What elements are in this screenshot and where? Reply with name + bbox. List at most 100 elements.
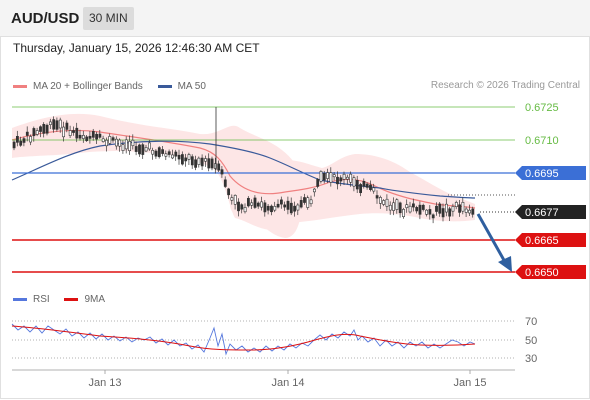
rsi-tick-70: 70 bbox=[525, 316, 537, 328]
candle-body bbox=[441, 208, 445, 218]
candle-body bbox=[227, 188, 231, 196]
legend-ma50: MA 50 bbox=[157, 81, 206, 92]
candle-body bbox=[243, 207, 247, 213]
candle-body bbox=[98, 133, 102, 138]
candle-body bbox=[402, 209, 405, 217]
candle-body bbox=[276, 203, 280, 208]
candle-body bbox=[359, 184, 363, 194]
symbol-title: AUD/USD bbox=[11, 10, 80, 27]
candle-body bbox=[319, 171, 323, 182]
candle-body bbox=[342, 173, 346, 180]
candle-body bbox=[464, 208, 468, 213]
candle-body bbox=[194, 159, 198, 168]
research-credit: Research © 2026 Trading Central bbox=[430, 80, 580, 91]
candle-body bbox=[382, 200, 386, 205]
candle-body bbox=[336, 176, 339, 185]
candle-body bbox=[435, 205, 438, 212]
candle-body bbox=[458, 204, 462, 213]
candle-body bbox=[161, 149, 165, 154]
forecast-arrow bbox=[476, 213, 507, 263]
candle-body bbox=[260, 201, 264, 208]
candle-body bbox=[217, 163, 221, 171]
candle-body bbox=[392, 202, 396, 211]
ma50-swatch bbox=[157, 85, 172, 88]
candle-body bbox=[316, 178, 320, 187]
candle-body bbox=[448, 208, 452, 217]
price-label-0-6665: 0.6665 bbox=[515, 233, 586, 247]
candle-body bbox=[42, 124, 46, 134]
candle-body bbox=[438, 203, 442, 214]
chart-legend: MA 20 + Bollinger Bands MA 50 bbox=[13, 80, 218, 94]
legend-rsi: RSI bbox=[13, 294, 50, 305]
candle-body bbox=[62, 126, 66, 138]
candle-body bbox=[12, 141, 16, 149]
legend-bollinger: MA 20 + Bollinger Bands bbox=[13, 81, 143, 92]
candle-body bbox=[167, 151, 171, 155]
candle-body bbox=[306, 197, 310, 208]
candle-body bbox=[151, 150, 155, 155]
candle-body bbox=[88, 135, 92, 139]
candle-body bbox=[362, 180, 366, 187]
candle-body bbox=[451, 206, 455, 212]
candle-body bbox=[415, 207, 419, 212]
candle-body bbox=[293, 205, 297, 212]
rsi-swatch bbox=[13, 298, 27, 301]
candle-body bbox=[345, 176, 349, 180]
bollinger-middle-line bbox=[11, 129, 476, 209]
bollinger-swatch bbox=[13, 85, 27, 88]
candle-body bbox=[181, 154, 184, 165]
candle-body bbox=[418, 204, 422, 215]
candle-body bbox=[154, 150, 158, 157]
candle-body bbox=[425, 209, 429, 215]
candle-body bbox=[197, 157, 201, 165]
candle-body bbox=[29, 136, 33, 143]
candle-body bbox=[385, 198, 389, 207]
candle-body bbox=[250, 202, 254, 206]
price-label-0-6710: 0.6710 bbox=[525, 135, 559, 147]
candle-body bbox=[223, 179, 227, 187]
x-tick-jan15: Jan 15 bbox=[453, 377, 486, 389]
candle-body bbox=[237, 201, 240, 212]
candlestick-series bbox=[12, 107, 475, 224]
legend-ma50-label: MA 50 bbox=[177, 81, 206, 92]
candle-body bbox=[339, 177, 343, 182]
timeframe-badge[interactable]: 30 MIN bbox=[83, 7, 134, 30]
candle-body bbox=[378, 197, 382, 204]
candle-body bbox=[15, 135, 19, 143]
candle-body bbox=[299, 200, 303, 208]
candle-body bbox=[200, 157, 204, 167]
candle-body bbox=[309, 199, 313, 205]
candle-body bbox=[121, 144, 125, 151]
candle-body bbox=[164, 153, 168, 157]
candle-body bbox=[286, 200, 290, 210]
price-label-0-6725: 0.6725 bbox=[525, 102, 559, 114]
price-label-text: 0.6650 bbox=[525, 267, 559, 279]
candle-body bbox=[395, 199, 399, 210]
rsi-ma-swatch bbox=[64, 298, 79, 301]
candle-body bbox=[157, 147, 161, 158]
rsi-tick-50: 50 bbox=[525, 335, 537, 347]
candle-body bbox=[355, 180, 359, 190]
price-label-0-6650: 0.6650 bbox=[515, 265, 586, 279]
candle-body bbox=[233, 195, 237, 205]
candle-body bbox=[240, 204, 244, 210]
candle-body bbox=[65, 122, 69, 130]
candle-body bbox=[204, 158, 207, 162]
price-label-current: 0.6677 bbox=[515, 205, 586, 219]
forecast-arrow-head bbox=[498, 256, 512, 272]
candle-body bbox=[190, 156, 194, 166]
candle-body bbox=[210, 158, 214, 169]
candle-body bbox=[105, 139, 108, 147]
candle-body bbox=[72, 130, 75, 133]
price-label-text: 0.6710 bbox=[525, 135, 559, 147]
candle-body bbox=[273, 206, 277, 211]
legend-rsi-ma: 9MA bbox=[64, 294, 105, 305]
candle-body bbox=[39, 126, 42, 132]
candle-body bbox=[365, 183, 369, 188]
candle-body bbox=[128, 141, 132, 152]
candle-body bbox=[141, 144, 145, 155]
candle-body bbox=[283, 204, 287, 208]
candle-body bbox=[131, 139, 135, 147]
candle-body bbox=[101, 138, 105, 142]
candle-body bbox=[95, 133, 99, 140]
